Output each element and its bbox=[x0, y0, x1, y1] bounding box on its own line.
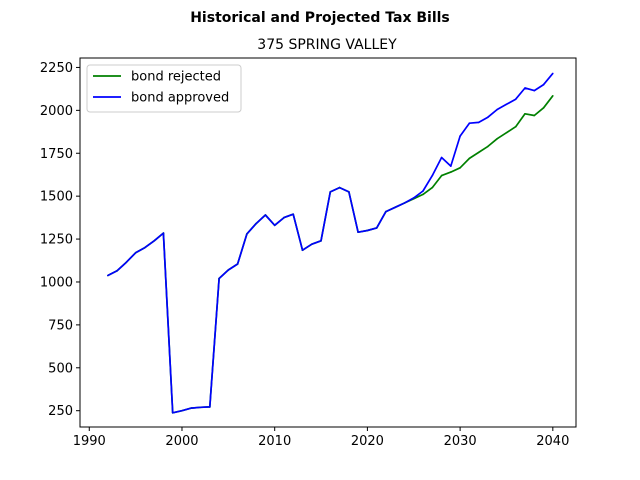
data-point-bond-approved bbox=[403, 202, 406, 204]
data-point-bond-approved bbox=[450, 165, 452, 167]
data-point-bond-approved bbox=[273, 224, 276, 227]
data-point-bond-approved bbox=[116, 270, 118, 272]
data-point-bond-approved bbox=[459, 135, 461, 137]
data-point-bond-approved bbox=[394, 206, 397, 209]
legend-label: bond approved bbox=[131, 91, 229, 106]
data-point-bond-approved bbox=[477, 121, 480, 124]
chart-subtitle: 375 SPRING VALLEY bbox=[257, 37, 397, 53]
data-point-bond-approved bbox=[422, 190, 424, 192]
data-point-bond-approved bbox=[533, 89, 536, 92]
data-point-bond-rejected bbox=[468, 157, 471, 160]
data-point-bond-approved bbox=[338, 186, 341, 189]
y-tick-label: 250 bbox=[48, 404, 73, 419]
data-point-bond-approved bbox=[153, 240, 155, 242]
data-point-bond-rejected bbox=[440, 174, 443, 177]
x-tick-label: 2010 bbox=[258, 434, 291, 449]
data-point-bond-approved bbox=[514, 98, 517, 100]
y-tick-label: 1500 bbox=[40, 190, 73, 205]
data-point-bond-approved bbox=[301, 249, 304, 251]
y-tick-label: 1000 bbox=[40, 275, 73, 290]
data-point-bond-approved bbox=[487, 116, 489, 118]
data-point-bond-approved bbox=[496, 108, 499, 111]
data-point-bond-approved bbox=[199, 406, 202, 409]
x-tick-label: 2020 bbox=[351, 434, 384, 449]
data-point-bond-rejected bbox=[477, 151, 480, 154]
data-point-bond-rejected bbox=[552, 95, 554, 97]
series-lines bbox=[107, 72, 554, 414]
data-point-bond-approved bbox=[348, 191, 350, 193]
data-point-bond-approved bbox=[440, 156, 443, 159]
x-tick-label: 2000 bbox=[165, 434, 198, 449]
data-point-bond-approved bbox=[292, 213, 295, 215]
data-point-bond-rejected bbox=[533, 114, 536, 117]
x-tick-label: 2040 bbox=[536, 434, 569, 449]
x-tick-label: 2030 bbox=[444, 434, 477, 449]
data-point-bond-rejected bbox=[431, 186, 434, 189]
data-point-bond-approved bbox=[552, 72, 554, 75]
data-point-bond-rejected bbox=[524, 113, 526, 115]
legend-label: bond rejected bbox=[131, 70, 221, 85]
data-point-bond-approved bbox=[171, 412, 174, 414]
y-tick-label: 1250 bbox=[40, 233, 73, 248]
data-point-bond-approved bbox=[413, 197, 415, 199]
data-point-bond-approved bbox=[134, 252, 137, 254]
data-point-bond-approved bbox=[107, 274, 109, 277]
data-point-bond-approved bbox=[320, 240, 322, 242]
data-point-bond-approved bbox=[190, 407, 193, 409]
data-point-bond-rejected bbox=[496, 137, 499, 140]
data-point-bond-approved bbox=[236, 263, 239, 265]
data-point-bond-approved bbox=[125, 261, 128, 264]
data-point-bond-approved bbox=[218, 277, 220, 280]
data-point-bond-approved bbox=[227, 269, 230, 271]
series-line-bond-rejected bbox=[107, 95, 554, 414]
y-tick-label: 2000 bbox=[40, 104, 73, 119]
data-point-bond-approved bbox=[264, 214, 267, 216]
y-tick-label: 1750 bbox=[40, 147, 73, 162]
legend: bond rejected bond approved bbox=[86, 64, 242, 113]
data-point-bond-approved bbox=[375, 227, 378, 229]
data-point-bond-approved bbox=[431, 174, 434, 177]
data-point-bond-approved bbox=[542, 83, 545, 86]
data-point-bond-approved bbox=[255, 222, 257, 225]
data-point-bond-approved bbox=[385, 210, 387, 213]
chart-title: Historical and Projected Tax Bills bbox=[190, 10, 450, 26]
y-tick-label: 2250 bbox=[40, 61, 73, 76]
y-tick-label: 500 bbox=[48, 361, 73, 376]
data-point-bond-approved bbox=[366, 229, 369, 232]
legend-box bbox=[86, 64, 242, 113]
series-points bbox=[107, 72, 554, 414]
x-tick-label: 1990 bbox=[73, 434, 106, 449]
data-point-bond-rejected bbox=[514, 125, 517, 128]
data-point-bond-approved bbox=[209, 406, 211, 408]
series-line-bond-approved bbox=[107, 72, 554, 414]
data-point-bond-rejected bbox=[422, 193, 424, 196]
data-point-bond-approved bbox=[283, 216, 285, 219]
data-point-bond-approved bbox=[246, 233, 248, 235]
axis-ticks: 1990 2000 2010 2020 2030 2040 250 500 750 1000 125… bbox=[40, 61, 569, 449]
data-point-bond-approved bbox=[357, 231, 359, 233]
plot-frame bbox=[79, 57, 577, 428]
data-point-bond-rejected bbox=[450, 171, 452, 173]
data-point-bond-rejected bbox=[487, 145, 489, 148]
data-point-bond-rejected bbox=[505, 131, 508, 134]
data-point-bond-approved bbox=[311, 243, 313, 245]
data-point-bond-approved bbox=[329, 191, 332, 193]
data-point-bond-rejected bbox=[542, 107, 545, 109]
data-point-bond-approved bbox=[162, 232, 165, 234]
y-tick-label: 750 bbox=[48, 318, 73, 333]
data-point-bond-approved bbox=[524, 87, 526, 89]
data-point-bond-approved bbox=[505, 103, 508, 106]
data-point-bond-rejected bbox=[459, 167, 461, 169]
data-point-bond-approved bbox=[468, 122, 471, 124]
data-point-bond-approved bbox=[181, 409, 183, 412]
data-point-bond-approved bbox=[144, 246, 146, 249]
